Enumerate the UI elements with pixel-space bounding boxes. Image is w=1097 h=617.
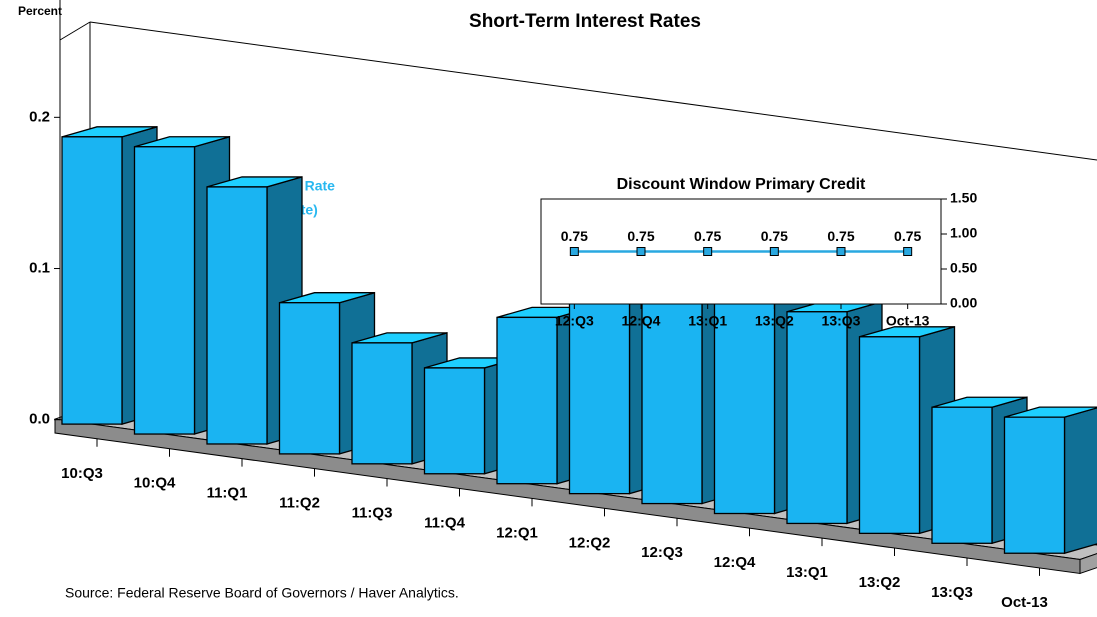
x-tick-label: 11:Q2 xyxy=(279,495,320,512)
bar xyxy=(351,342,413,465)
value-label: 0.75 xyxy=(894,228,921,244)
bar xyxy=(61,136,123,425)
inset-title: Discount Window Primary Credit xyxy=(617,176,866,193)
value-label: 0.75 xyxy=(761,228,788,244)
x-tick-label: 12:Q3 xyxy=(555,313,594,329)
x-tick-label: 13:Q1 xyxy=(688,313,727,329)
bar xyxy=(641,276,703,505)
floor-edge xyxy=(1079,553,1097,575)
bar-side xyxy=(1063,407,1097,555)
marker xyxy=(836,247,846,256)
x-tick-label: 13:Q2 xyxy=(859,574,901,591)
x-tick-label: 12:Q1 xyxy=(496,524,538,541)
marker xyxy=(569,247,579,256)
value-label: 0.75 xyxy=(627,228,654,244)
source-note: Source: Federal Reserve Board of Governo… xyxy=(65,585,459,601)
y-tick-label: 0.50 xyxy=(950,260,977,276)
back-wall-edge xyxy=(89,21,1097,161)
bar xyxy=(278,302,341,455)
bar xyxy=(858,336,921,535)
bar xyxy=(496,316,558,485)
bar xyxy=(931,406,993,544)
chart-title: Short-Term Interest Rates xyxy=(469,11,701,32)
bar xyxy=(423,367,486,475)
bar xyxy=(1003,416,1066,554)
y-tick-label: 0.1 xyxy=(29,259,50,276)
y-tick-label: 1.00 xyxy=(950,225,977,241)
y-axis-label: Percent xyxy=(18,4,62,18)
value-label: 0.75 xyxy=(694,228,721,244)
x-tick-label: 12:Q3 xyxy=(641,544,683,561)
y-tick-label: 1.50 xyxy=(950,190,977,206)
marker xyxy=(769,247,779,256)
y-tick-label: 0.0 xyxy=(29,411,50,428)
x-tick-label: 11:Q4 xyxy=(424,514,466,531)
marker xyxy=(703,247,713,256)
back-wall-edge xyxy=(59,21,91,41)
x-tick-label: 11:Q3 xyxy=(352,504,393,521)
bar xyxy=(206,186,268,445)
marker xyxy=(636,247,646,256)
x-tick-label: 13:Q2 xyxy=(755,313,794,329)
bar xyxy=(786,311,848,525)
y-tick-label: 0.00 xyxy=(950,295,977,311)
x-tick-label: 10:Q3 xyxy=(61,465,103,482)
bar xyxy=(713,270,776,515)
x-tick-label: 12:Q2 xyxy=(569,534,611,551)
x-tick-label: Oct-13 xyxy=(1001,594,1048,611)
value-label: 0.75 xyxy=(561,228,588,244)
x-tick-label: 13:Q1 xyxy=(786,564,828,581)
value-label: 0.75 xyxy=(827,228,854,244)
x-tick-label: 13:Q3 xyxy=(931,584,973,601)
x-tick-label: 12:Q4 xyxy=(714,554,756,571)
x-tick-label: 10:Q4 xyxy=(134,475,176,492)
x-tick-label: 13:Q3 xyxy=(822,313,861,329)
x-tick-label: 11:Q1 xyxy=(207,485,248,502)
bar xyxy=(133,146,196,435)
x-tick-label: Oct-13 xyxy=(886,313,930,329)
x-tick-label: 12:Q4 xyxy=(622,313,661,329)
y-tick-label: 0.2 xyxy=(29,108,50,125)
marker xyxy=(903,247,913,256)
